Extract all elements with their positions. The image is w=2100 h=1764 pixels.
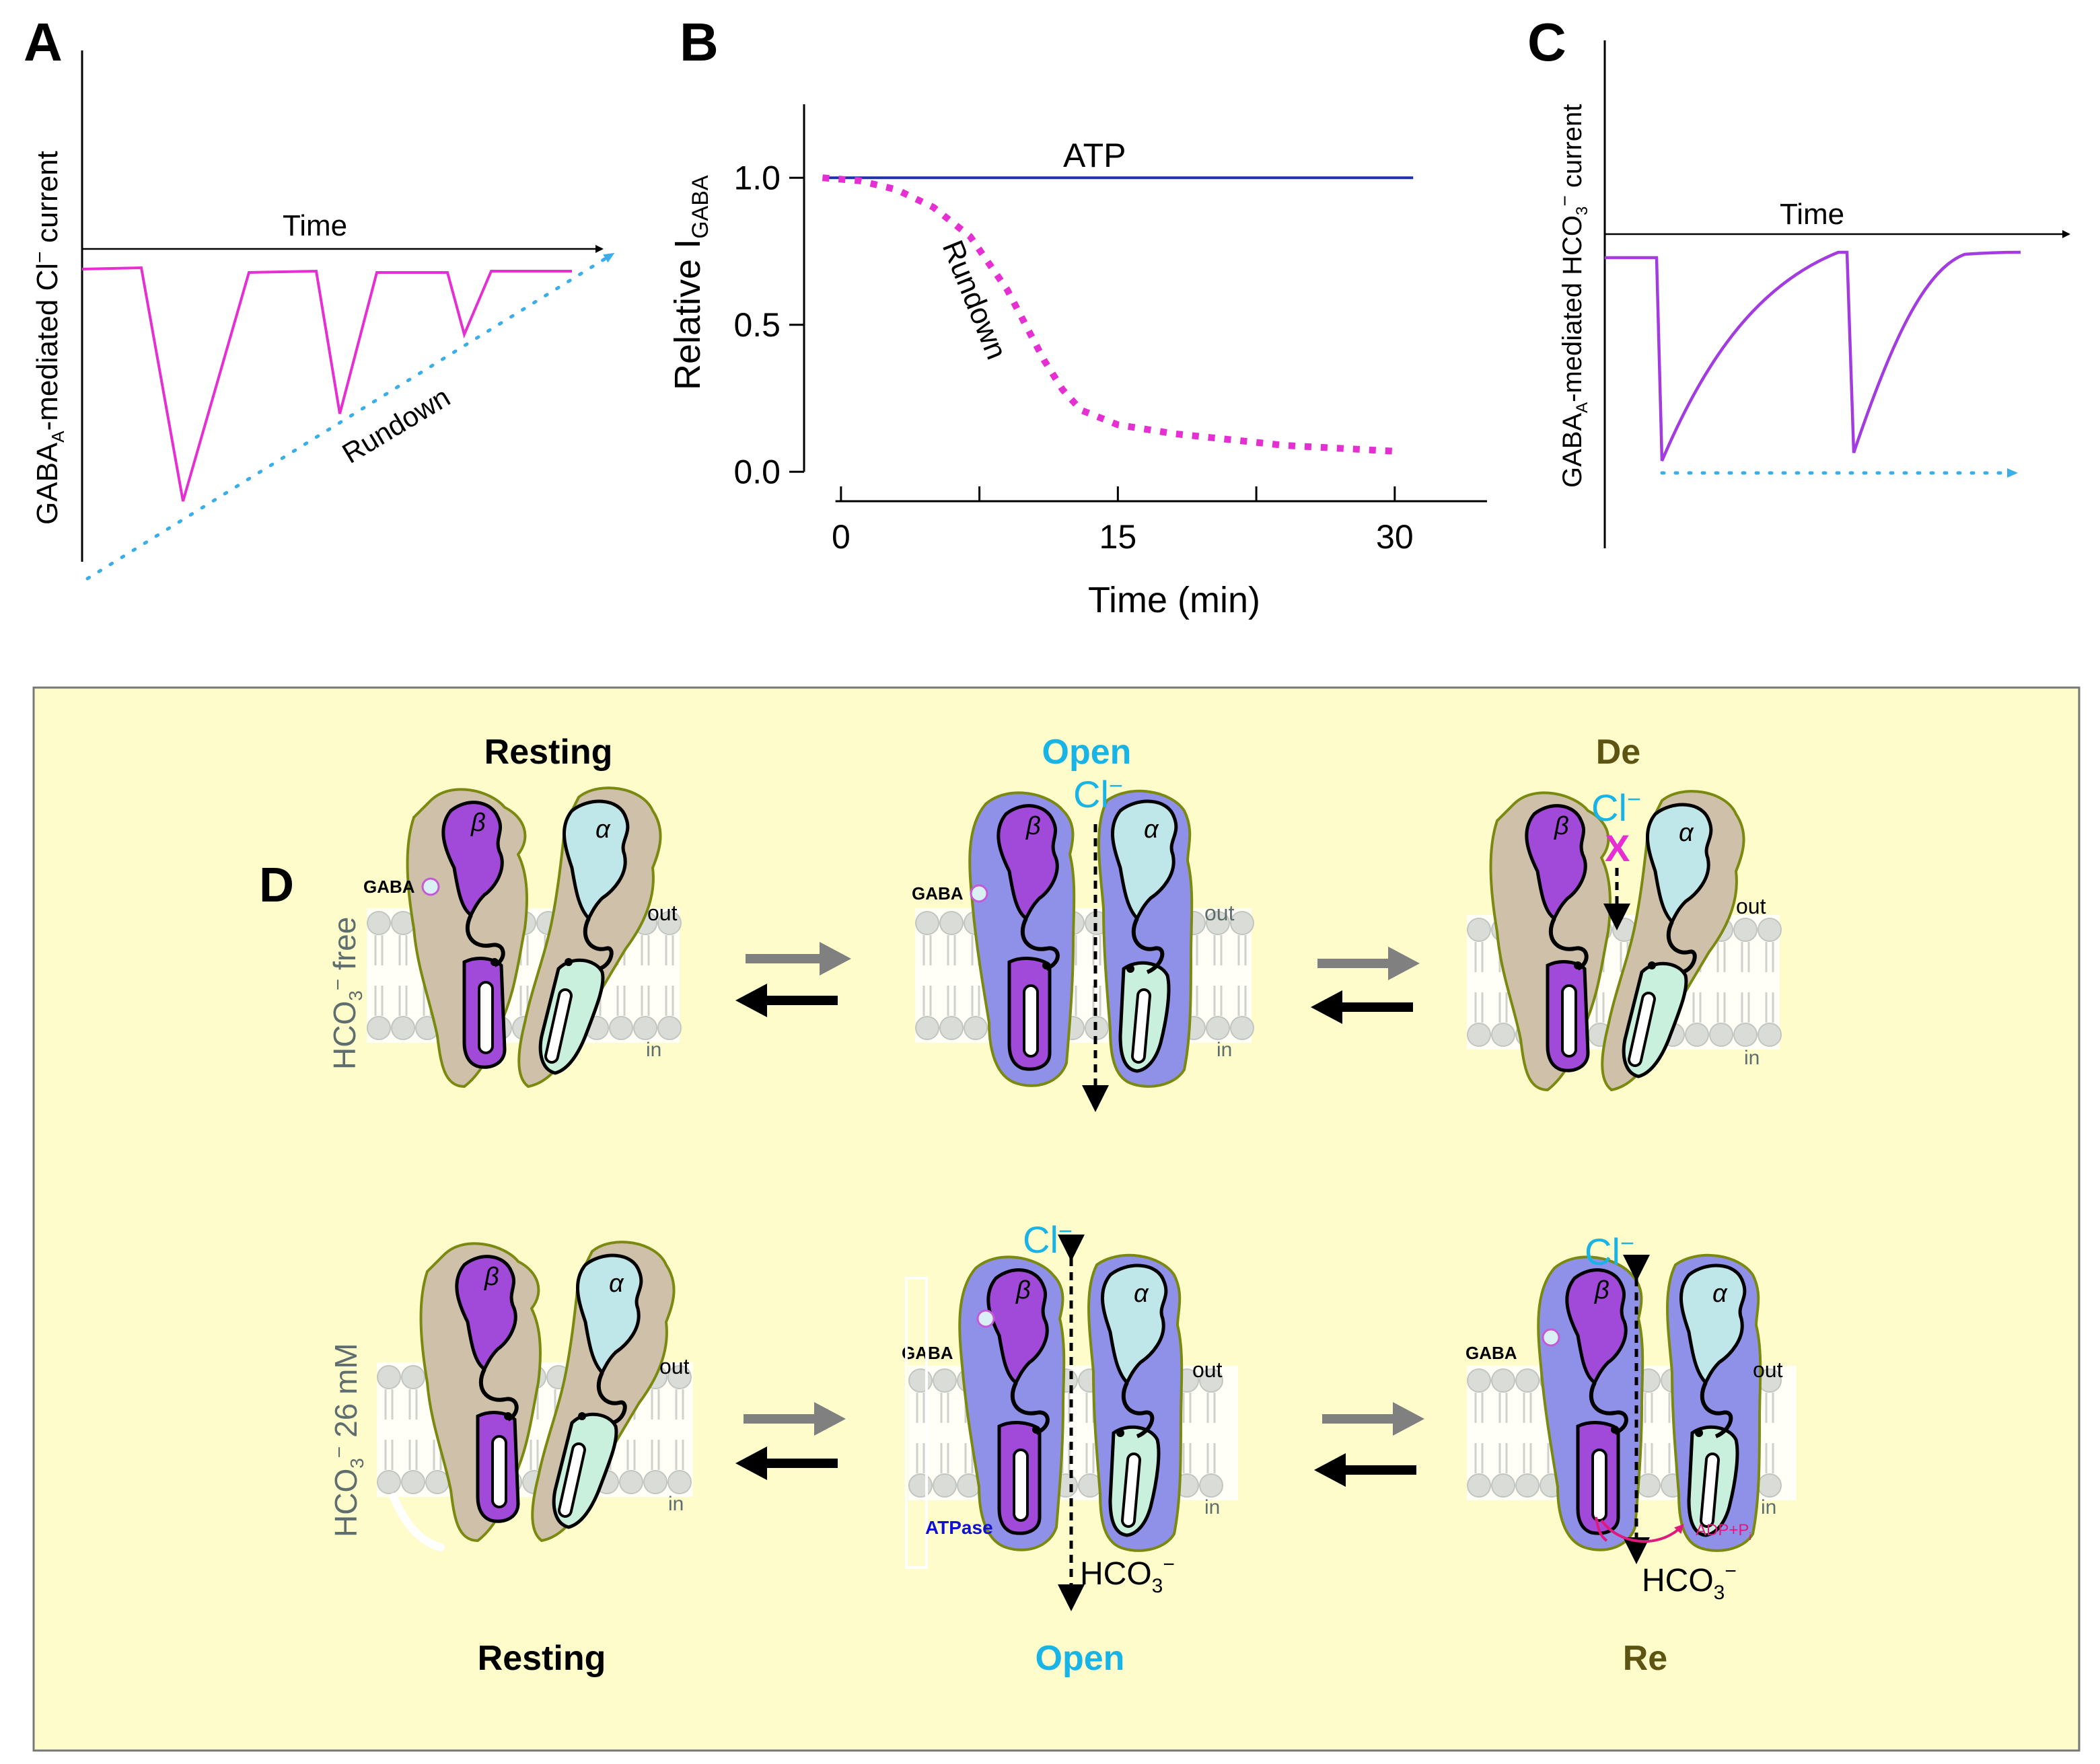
condition-hco3-free: HCO3− free [327,917,366,1070]
backward-arrow [1311,990,1413,1024]
svg-text:GABA: GABA [1465,1343,1517,1363]
condition-hco3-26mm: HCO3− 26 mM [328,1343,367,1537]
state-title-desensitized: De [1596,733,1640,772]
series-line-rundown [822,174,1396,455]
membrane-2 [915,908,1254,1043]
panel-c-hco3-current-trace [1605,250,2021,462]
label-out-6: out [1753,1358,1783,1382]
label-in-2: in [1217,1039,1232,1061]
panel-c: C Time GABAA-mediated HCO3− current [1527,12,2070,548]
hco3-label-recovery: HCO3− [1642,1560,1737,1604]
cl-label-recovery: Cl− [1585,1229,1634,1273]
y-tick-label: 1.0 [733,159,781,196]
x-tick-label: 15 [1099,518,1137,556]
label-in-4: in [668,1493,684,1515]
svg-text:GABA: GABA [912,883,964,904]
panel-b-series-label-rundown: Rundown [936,235,1013,364]
label-in-6: in [1761,1496,1776,1518]
cl-label-desensitized: Cl− [1591,785,1641,829]
adp-label: ADP+Pi [1696,1521,1751,1543]
panel-b-y-label: Relative IGABA [667,175,713,390]
backward-arrow [735,984,838,1017]
panel-d-label: D [259,858,294,912]
panel-c-time-label: Time [1780,198,1844,231]
equilibrium-arrows-1[interactable] [735,942,851,1017]
label-out-2: out [1204,901,1235,925]
forward-arrow [1317,947,1420,980]
x-tick-label: 30 [1376,518,1414,556]
panel-a-y-label: GABAA-mediated Cl− current [29,151,68,525]
state-title-resting-bottom: Resting [478,1639,606,1678]
panel-b-chart: 0.0 0.5 1.0 0 15 30 [733,104,1487,556]
panel-a-rundown-arrow [85,252,615,581]
forward-arrow [744,1402,846,1436]
equilibrium-arrows-4[interactable] [1314,1402,1424,1487]
hco3-label-open-bottom: HCO3− [1080,1553,1175,1597]
label-in-1: in [646,1039,661,1061]
forward-arrow [746,942,851,976]
state-title-resting-top: Resting [484,733,613,772]
y-tick-label: 0.0 [733,453,781,490]
equilibrium-arrows-2[interactable] [1311,947,1420,1024]
panel-b-series-label-atp: ATP [1063,137,1126,174]
panel-a-rundown-label: Rundown [336,381,455,470]
backward-arrow [735,1446,838,1480]
panel-c-label: C [1527,12,1566,72]
cl-label-open-top: Cl− [1073,772,1123,815]
label-in-5: in [1204,1496,1220,1518]
gaba-open-top: GABA [912,883,988,904]
label-out-4: out [659,1354,690,1379]
panel-a-time-label: Time [283,209,347,242]
state-title-open-bottom: Open [1036,1639,1125,1678]
atp-hydrolysis-arc-left [1595,1516,1608,1542]
panel-a-label: A [24,12,63,72]
panel-b-label: B [680,12,719,72]
label-out-5: out [1192,1358,1223,1382]
atpase-outline [905,1277,928,1569]
atp-hydrolysis-arc [1600,1519,1684,1543]
cl-block-mark: X [1605,827,1630,869]
x-tick-label: 0 [832,518,850,556]
gaba-resting-top: GABA [363,877,440,897]
forward-arrow [1322,1402,1424,1436]
backward-arrow [1314,1453,1416,1487]
gaba-recovery: GABA [1465,1328,1560,1363]
label-in-3: in [1744,1047,1760,1069]
panel-c-y-label: GABAA-mediated HCO3− current [1554,104,1591,488]
white-arc-decoration [390,1493,445,1551]
panel-d: D Resting Open De Resting Open Re HCO3− … [32,686,2080,1752]
panel-b: B Relative IGABA Time (min) 0.0 0.5 1.0 0 15… [667,12,1487,620]
equilibrium-arrows-3[interactable] [735,1402,846,1480]
state-title-open-top: Open [1042,733,1132,772]
y-tick-label: 0.5 [733,306,781,344]
cl-label-open-bottom: Cl− [1023,1217,1073,1261]
panel-a: A Time GABAA-mediated Cl− current Rundow… [24,12,615,581]
panel-a-cl-current-trace [81,266,572,502]
state-title-recovery: Re [1623,1639,1667,1678]
label-out-3: out [1736,894,1766,918]
svg-text:GABA: GABA [363,877,415,897]
panel-b-x-label: Time (min) [1088,580,1260,620]
label-out-1: out [647,901,678,925]
atpase-label: ATPase [925,1517,993,1538]
membrane-5 [908,1366,1238,1500]
